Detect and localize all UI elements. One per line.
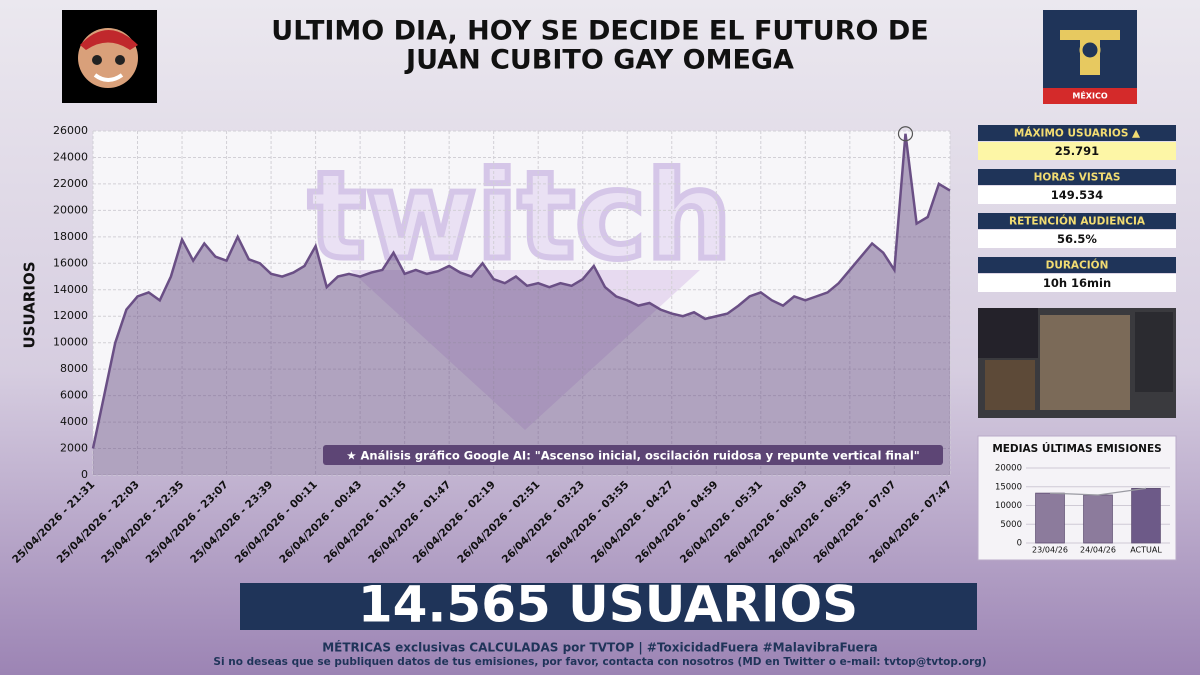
y-tick-label: 12000 xyxy=(53,309,88,322)
x-tick-label: 24/04/26 xyxy=(1080,546,1116,555)
stat-label: MÁXIMO USUARIOS ▲ xyxy=(1014,127,1141,140)
stat-header xyxy=(978,125,1176,141)
stream-thumbnail xyxy=(978,308,1176,418)
y-axis-title: USUARIOS xyxy=(21,262,39,349)
title-line: ULTIMO DIA, HOY SE DECIDE EL FUTURO DE xyxy=(271,16,928,47)
y-tick-label: 20000 xyxy=(995,464,1022,474)
area xyxy=(93,133,950,475)
annotation-box xyxy=(323,445,943,465)
y-tick-label: 10000 xyxy=(995,501,1022,511)
y-tick-label: 5000 xyxy=(1000,520,1022,530)
stat-header xyxy=(978,169,1176,185)
trend-line xyxy=(1049,487,1147,496)
stat-value-box xyxy=(978,186,1176,204)
annotation: ★ Análisis gráfico Google AI: "Ascenso i… xyxy=(346,449,920,463)
stat-label: DURACIÓN xyxy=(1046,259,1109,272)
stats-panel: MÁXIMO USUARIOS ▲ 25.791 HORAS VISTAS 149.5… xyxy=(978,125,1176,292)
x-tick-label: ACTUAL xyxy=(1130,546,1162,555)
stat-value: 56.5% xyxy=(1057,232,1097,246)
stat-header xyxy=(978,213,1176,229)
brand-logo: MÉXICO xyxy=(1043,10,1137,104)
stat-label: HORAS VISTAS xyxy=(1034,172,1121,184)
stat-value-box xyxy=(978,142,1176,160)
footer-line: Si no deseas que se publiquen datos de t… xyxy=(213,656,986,668)
banner-text: 14.565 USUARIOS xyxy=(358,576,858,634)
y-tick-label: 18000 xyxy=(53,230,88,243)
y-tick-label: 24000 xyxy=(53,150,88,163)
y-tick-label: 22000 xyxy=(53,177,88,190)
title-line: JUAN CUBITO GAY OMEGA xyxy=(404,45,794,76)
stat-value: 10h 16min xyxy=(1043,276,1111,290)
stat-value: 25.791 xyxy=(1055,144,1099,158)
y-tick-label: 6000 xyxy=(60,389,88,402)
max-marker xyxy=(897,126,914,142)
bar xyxy=(1131,487,1161,544)
y-tick-label: 14000 xyxy=(53,283,88,296)
stat-header xyxy=(978,257,1176,273)
watermark: twitch xyxy=(308,148,731,287)
y-tick-label: 8000 xyxy=(60,362,88,375)
stat-value-box xyxy=(978,230,1176,248)
logo-label: MÉXICO xyxy=(1072,90,1107,101)
y-tick-label: 20000 xyxy=(53,203,88,216)
y-tick-label: 16000 xyxy=(53,256,88,269)
stat-value-box xyxy=(978,274,1176,292)
small-chart: MEDIAS ÚLTIMAS EMISIONES 0 5000 10000 15000 2… xyxy=(977,435,1177,561)
y-tick-label: 26000 xyxy=(53,124,88,137)
small-chart-title: MEDIAS ÚLTIMAS EMISIONES xyxy=(992,442,1161,455)
line xyxy=(91,133,951,449)
y-tick-label: 15000 xyxy=(995,482,1022,492)
x-tick-label: 23/04/26 xyxy=(1032,546,1068,555)
y-tick-label: 2000 xyxy=(60,442,88,455)
y-tick-label: 0 xyxy=(1017,539,1022,549)
banner-box xyxy=(240,583,977,630)
bar xyxy=(1083,494,1113,544)
stat-value: 149.534 xyxy=(1051,188,1103,202)
y-tick-label: 0 xyxy=(81,468,88,481)
bar xyxy=(1035,492,1065,544)
stat-label: RETENCIÓN AUDIENCIA xyxy=(1009,215,1146,228)
avatar xyxy=(62,10,157,103)
y-tick-label: 10000 xyxy=(53,336,88,349)
footer-line: MÉTRICAS exclusivas CALCULADAS por TVTOP… xyxy=(322,640,878,655)
y-tick-label: 4000 xyxy=(60,415,88,428)
